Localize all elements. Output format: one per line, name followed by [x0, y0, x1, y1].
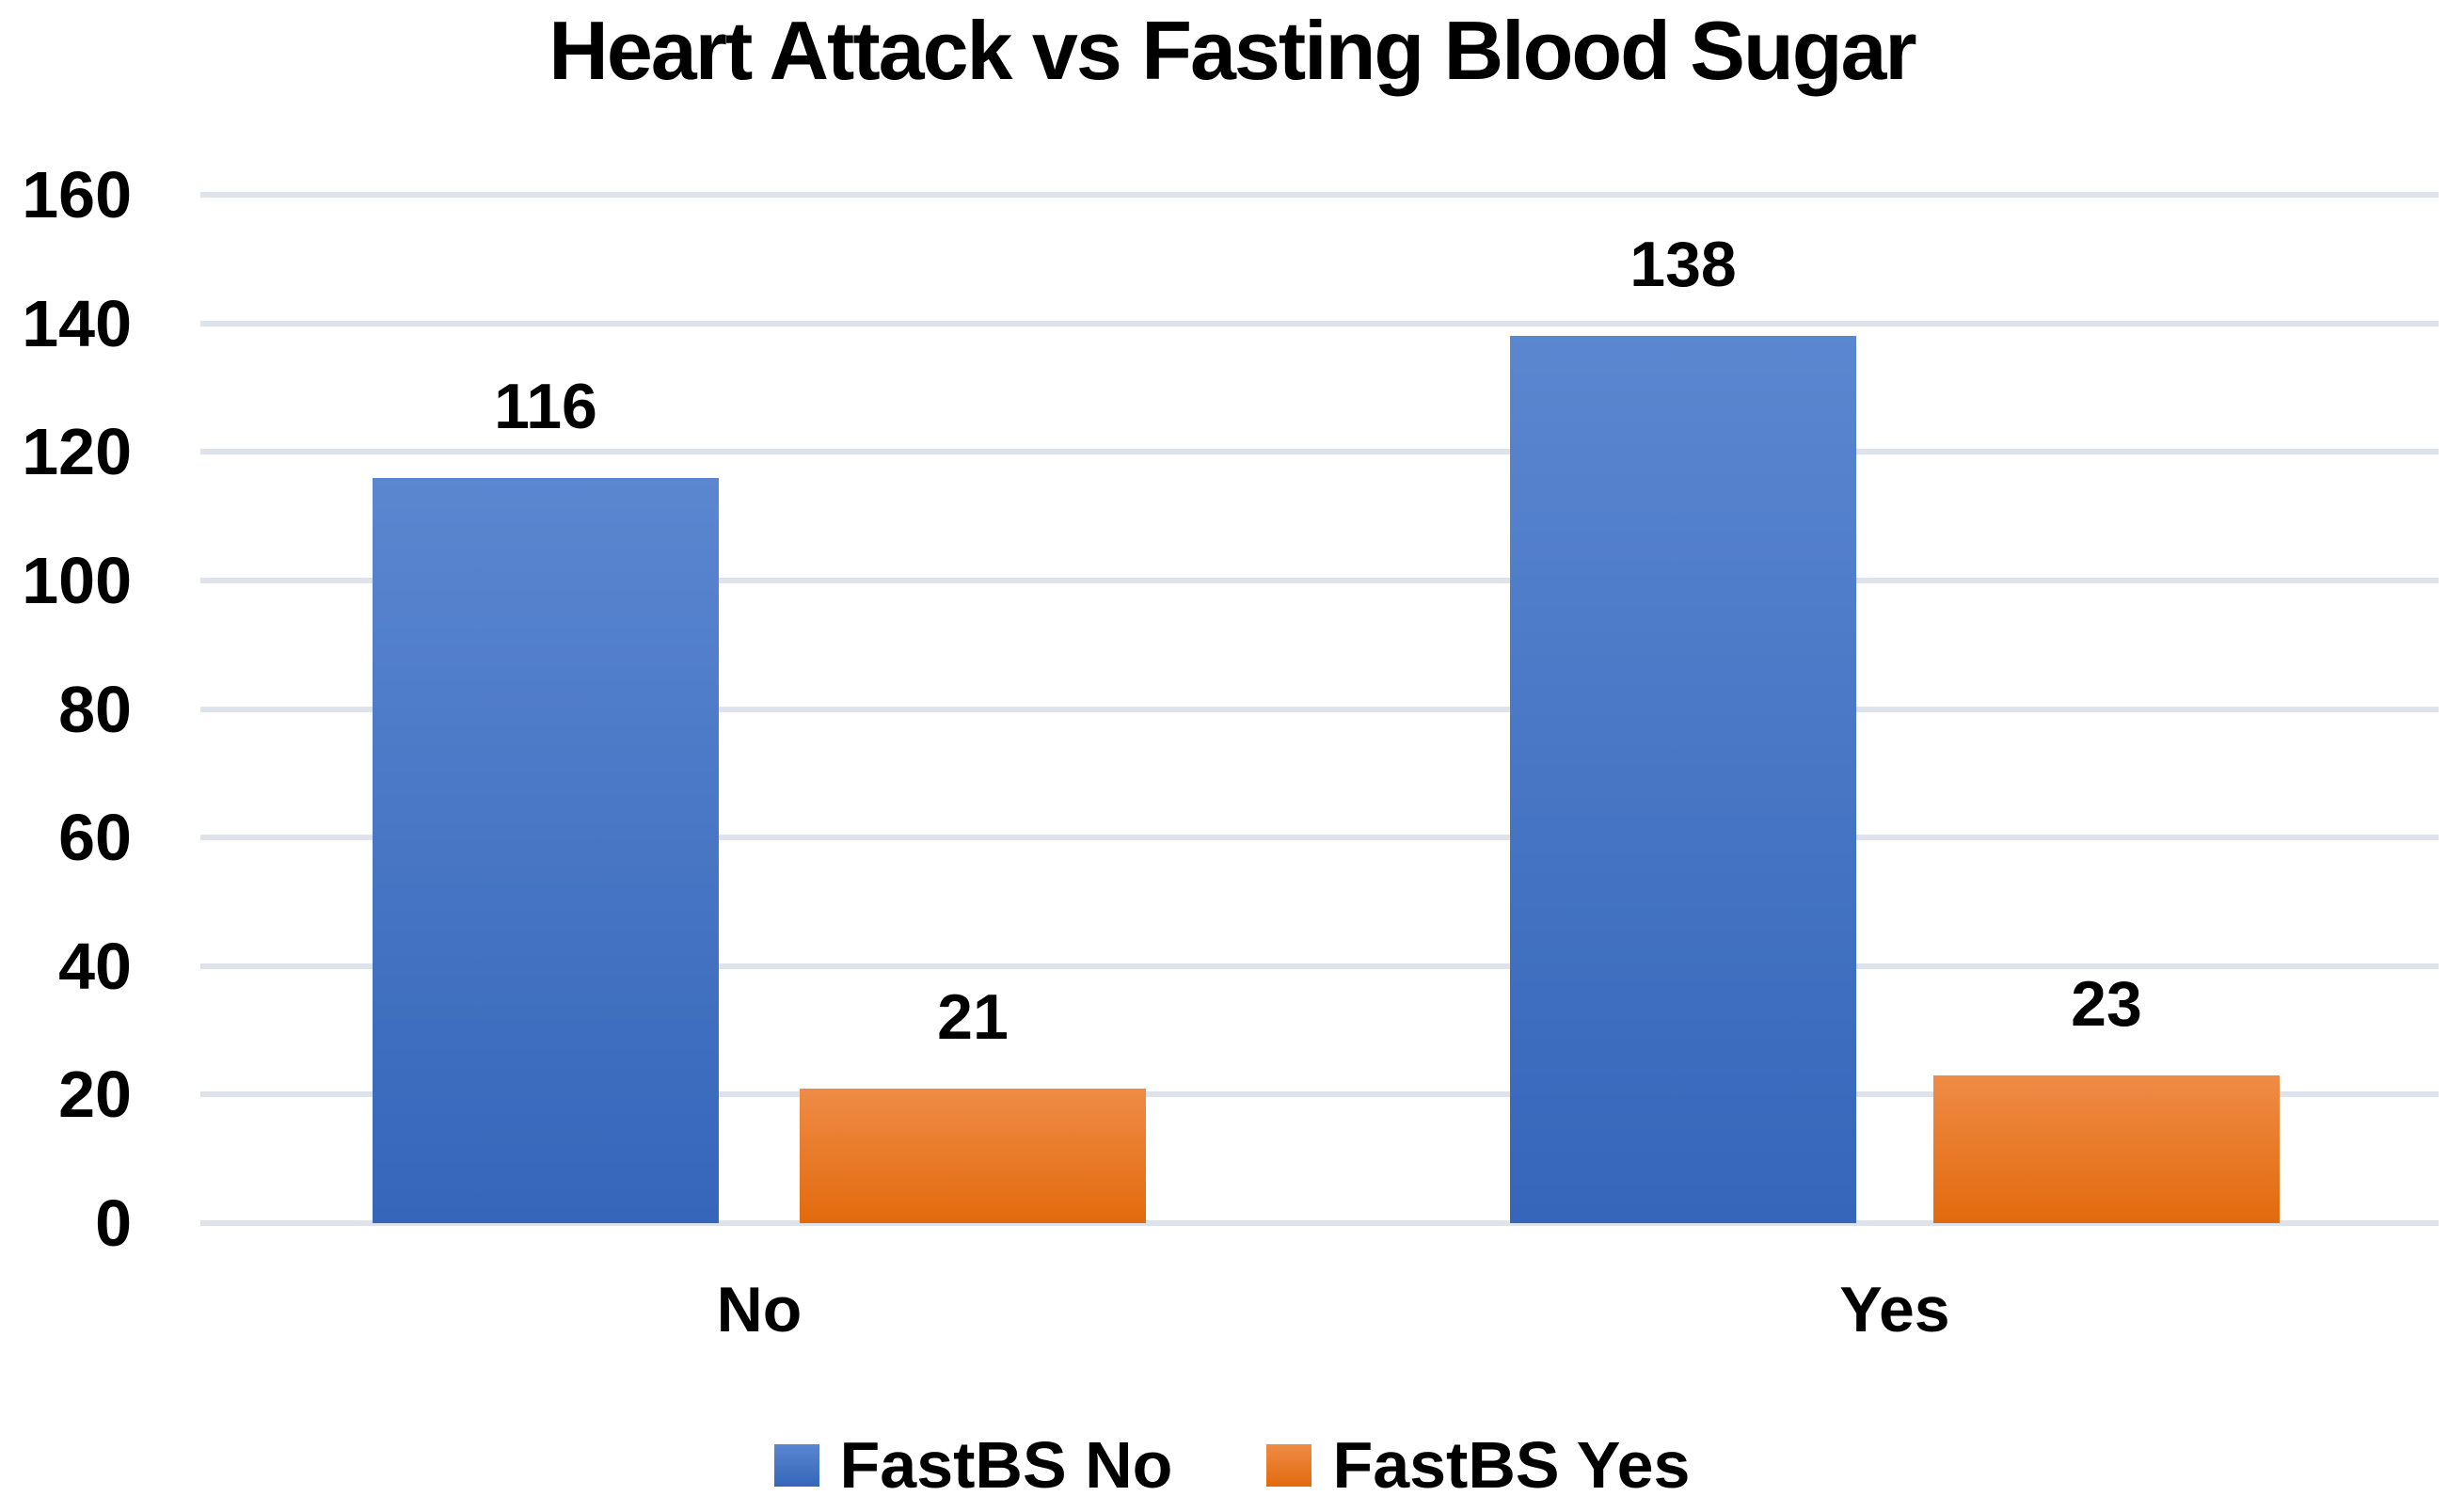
- legend-swatch-fastbs-no: [773, 1443, 819, 1487]
- data-label-fastbs-no-no: 116: [494, 370, 597, 442]
- x-category-label-no: No: [716, 1274, 803, 1345]
- x-category-label-yes: Yes: [1839, 1274, 1950, 1345]
- gridline: [200, 449, 2439, 455]
- chart-title: Heart Attack vs Fasting Blood Sugar: [548, 4, 1916, 97]
- y-tick-label: 0: [95, 1186, 132, 1260]
- bar-fastbs-yes-yes: [1933, 1074, 2280, 1223]
- y-tick-label: 80: [58, 672, 132, 746]
- y-tick-label: 40: [58, 929, 132, 1003]
- gridline: [200, 1091, 2439, 1098]
- legend-item-fastbs-yes: FastBS Yes: [1266, 1432, 1690, 1498]
- y-tick-label: 160: [22, 158, 132, 231]
- legend-label-fastbs-yes: FastBS Yes: [1332, 1428, 1691, 1502]
- y-tick-label: 140: [22, 286, 132, 360]
- legend-item-fastbs-no: FastBS No: [773, 1428, 1173, 1502]
- legend: FastBS No FastBS Yes: [0, 1432, 2464, 1498]
- y-tick-label: 60: [58, 801, 132, 875]
- gridline: [200, 1220, 2439, 1226]
- plot-area: 116 21 138 23: [200, 192, 2439, 1226]
- legend-swatch-fastbs-yes: [1266, 1443, 1312, 1487]
- bar-fastbs-yes-no: [800, 1088, 1146, 1223]
- gridline: [200, 577, 2439, 583]
- gridline: [200, 320, 2439, 326]
- gridline: [200, 706, 2439, 712]
- bar-fastbs-no-yes: [1510, 336, 1856, 1223]
- bar-fastbs-no-no: [373, 477, 719, 1223]
- gridline: [200, 192, 2439, 198]
- gridline: [200, 835, 2439, 841]
- data-label-fastbs-yes-no: 21: [937, 980, 1009, 1053]
- data-label-fastbs-yes-yes: 23: [2071, 967, 2142, 1040]
- gridline: [200, 963, 2439, 969]
- y-tick-label: 120: [22, 415, 132, 489]
- y-tick-label: 100: [22, 543, 132, 617]
- legend-label-fastbs-no: FastBS No: [839, 1428, 1173, 1502]
- y-tick-label: 20: [58, 1058, 132, 1132]
- data-label-fastbs-no-yes: 138: [1629, 229, 1737, 301]
